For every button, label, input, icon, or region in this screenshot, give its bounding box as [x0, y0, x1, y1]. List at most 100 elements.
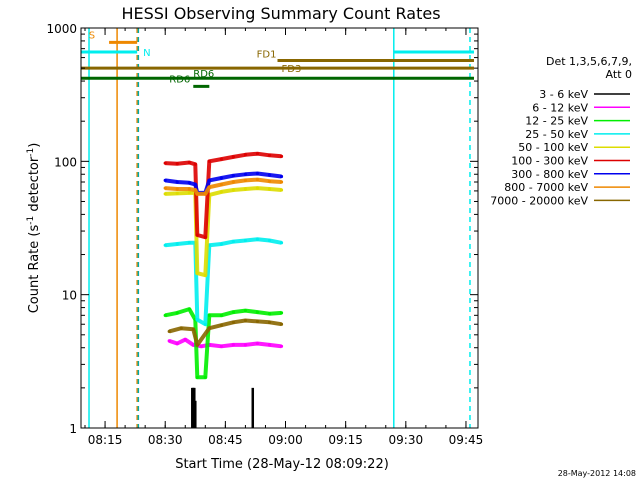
- series-7-point-3: [193, 188, 197, 192]
- series-5-point-1: [175, 162, 179, 166]
- series-2-point-6: [207, 313, 211, 317]
- series-8-point-4: [207, 326, 211, 330]
- legend-label-8: 7000 - 20000 keV: [490, 194, 588, 207]
- legend-label-0: 3 - 6 keV: [539, 88, 588, 101]
- series-6-point-6: [207, 178, 211, 182]
- series-8-point-5: [219, 323, 223, 327]
- series-5-point-5: [203, 235, 207, 239]
- series-6-point-2: [187, 181, 191, 185]
- series-5-point-9: [243, 153, 248, 157]
- series-3-point-7: [219, 242, 223, 246]
- series-4-point-2: [187, 191, 191, 195]
- y-tick-label-2: 100: [54, 155, 77, 169]
- series-1-point-7: [231, 343, 235, 347]
- series-7-point-10: [255, 177, 260, 182]
- series-5-point-8: [231, 155, 235, 159]
- series-4-point-4: [195, 271, 199, 275]
- series-1-point-0: [167, 339, 171, 343]
- series-8-point-8: [255, 319, 260, 324]
- series-4-point-7: [219, 190, 223, 194]
- flag-label-5: RD6: [193, 69, 214, 80]
- series-2-point-8: [231, 310, 235, 314]
- y-axis-label-main: Count Rate (s: [27, 225, 42, 314]
- y-tick-label-1: 10: [62, 289, 77, 303]
- series-3-point-8: [231, 240, 235, 244]
- flag-label-1: N: [143, 48, 150, 59]
- series-5-point-0: [163, 161, 167, 165]
- series-8-point-10: [279, 322, 284, 326]
- series-2-point-5: [203, 375, 207, 379]
- series-2-point-7: [219, 313, 223, 317]
- series-8-point-9: [267, 320, 272, 324]
- legend-label-2: 12 - 25 keV: [525, 115, 588, 128]
- series-2-point-1: [175, 311, 179, 315]
- series-6-point-9: [243, 172, 248, 176]
- series-7-point-4: [195, 192, 199, 196]
- series-7-point-11: [267, 179, 272, 183]
- series-7-point-1: [175, 187, 179, 191]
- series-5-point-6: [207, 159, 211, 163]
- series-7-point-5: [203, 192, 207, 196]
- series-3-point-4: [195, 318, 199, 322]
- series-1-point-11: [279, 344, 284, 348]
- series-4-point-0: [163, 192, 167, 196]
- flag-label-0: S: [89, 30, 95, 41]
- series-8-point-6: [231, 320, 235, 324]
- series-5-point-7: [219, 157, 223, 161]
- series-5-point-2: [187, 160, 191, 165]
- series-7-point-7: [219, 182, 223, 187]
- series-6-point-1: [175, 180, 179, 184]
- series-4-point-5: [203, 273, 207, 277]
- y-axis-label-mid: detector: [27, 156, 42, 216]
- legend-label-4: 50 - 100 keV: [518, 141, 588, 154]
- series-7-point-0: [163, 186, 167, 190]
- flag-label-3: FD1: [257, 50, 277, 61]
- x-tick-label-0: 08:15: [88, 433, 123, 447]
- series-8-point-7: [243, 318, 248, 323]
- x-tick-label-2: 08:45: [208, 433, 243, 447]
- y-tick-label-3: 1000: [46, 22, 77, 36]
- series-2-point-12: [279, 311, 284, 315]
- y-axis-label-sup1: -1: [26, 216, 36, 225]
- legend-label-7: 800 - 7000 keV: [504, 181, 588, 194]
- plot-frame: [80, 27, 479, 429]
- flag-label-6: RD6: [169, 74, 190, 85]
- series-4-point-1: [175, 191, 179, 195]
- series-2-point-10: [255, 310, 260, 314]
- series-6-point-0: [163, 178, 167, 182]
- series-2-point-0: [163, 313, 167, 317]
- x-tick-label-5: 09:30: [389, 433, 424, 447]
- series-3-point-9: [243, 238, 248, 243]
- series-5-point-12: [279, 154, 284, 158]
- x-tick-label-4: 09:15: [328, 433, 363, 447]
- series-6-point-12: [279, 174, 284, 179]
- chart-title: HESSI Observing Summary Count Rates: [121, 4, 440, 23]
- y-tick-label-0: 1: [69, 422, 77, 436]
- series-6-point-11: [267, 173, 272, 177]
- series-3-point-11: [267, 238, 272, 243]
- series-7-point-2: [187, 187, 191, 191]
- series-1-point-9: [255, 341, 260, 346]
- series-3-point-1: [175, 242, 179, 246]
- series-4-point-8: [231, 188, 235, 192]
- x-tick-label-6: 09:45: [449, 433, 484, 447]
- x-tick-label-3: 09:00: [268, 433, 303, 447]
- series-3-point-12: [279, 241, 284, 245]
- series-4-point-9: [243, 187, 248, 191]
- series-7-point-12: [279, 180, 284, 184]
- series-5-point-4: [195, 233, 199, 237]
- series-8-point-2: [191, 327, 195, 331]
- series-2-point-2: [187, 307, 191, 311]
- series-1-point-8: [243, 343, 248, 347]
- series-6-point-8: [231, 174, 235, 178]
- series-4-point-11: [267, 187, 272, 191]
- series-6-point-7: [219, 176, 223, 180]
- legend-header-0: Det 1,3,5,6,7,9,: [546, 55, 632, 68]
- series-1-point-2: [183, 338, 187, 342]
- series-2-point-4: [195, 375, 199, 379]
- series-6-point-3: [193, 182, 197, 187]
- series-2-point-11: [267, 312, 272, 316]
- legend-header-1: Att 0: [606, 68, 632, 81]
